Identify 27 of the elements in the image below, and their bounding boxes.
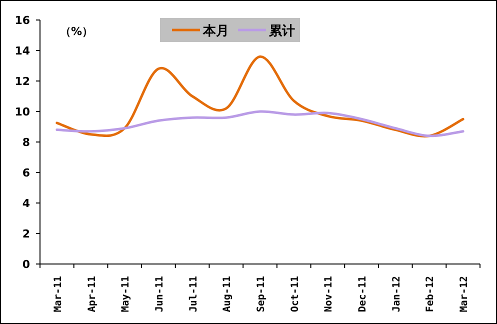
x-tick-label: Dec-11 [358,276,369,312]
legend-label: 累计 [268,24,295,39]
x-tick-label: Jul-11 [188,276,200,312]
x-tick-label: Mar-12 [459,276,470,312]
x-tick-label: Apr-11 [86,276,98,312]
x-tick-label: Oct-11 [290,276,301,312]
y-tick-label: 2 [22,228,30,240]
x-tick-label: May-11 [120,276,132,312]
x-tick-label: Jun-11 [154,276,166,312]
x-tick-label: Jan-12 [391,276,402,312]
y-tick-label: 0 [22,258,30,271]
x-tick-label: Aug-11 [222,276,234,312]
y-tick-label: 14 [14,44,30,58]
x-tick-label: Nov-11 [324,276,335,312]
x-tick-label: Sep-11 [256,276,267,312]
y-tick-label: 16 [14,14,30,27]
x-tick-label: Mar-11 [52,276,64,312]
y-tick-label: 4 [22,197,30,210]
y-tick-label: 8 [22,136,30,149]
y-tick-label: 10 [14,106,30,118]
line-series [56,110,464,138]
x-tick-label: Feb-12 [425,276,436,312]
y-tick-label: 6 [22,166,30,180]
y-tick-label: 12 [14,75,30,88]
y-axis-title: （%） [60,25,94,38]
legend-label: 本月 [202,24,229,39]
line-series [56,55,464,138]
